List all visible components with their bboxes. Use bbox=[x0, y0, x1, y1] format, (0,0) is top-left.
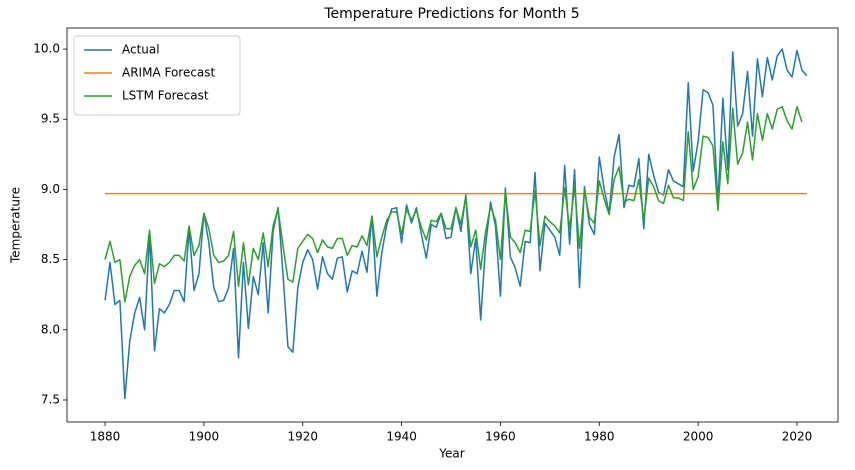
series-line bbox=[104, 105, 803, 303]
y-tick-label: 7.5 bbox=[41, 392, 60, 406]
x-tick-label: 2000 bbox=[683, 430, 714, 444]
x-tick-label: 1920 bbox=[287, 430, 318, 444]
x-tick-label: 1880 bbox=[90, 430, 121, 444]
x-tick-label: 1960 bbox=[485, 430, 516, 444]
x-tick-label: 2020 bbox=[782, 430, 813, 444]
y-tick-label: 9.0 bbox=[41, 182, 60, 196]
legend-box bbox=[73, 35, 241, 116]
y-tick-label: 10.0 bbox=[33, 42, 60, 56]
legend-label: Actual bbox=[122, 43, 160, 57]
chart-title: Temperature Predictions for Month 5 bbox=[323, 6, 579, 22]
legend-label: LSTM Forecast bbox=[122, 89, 209, 103]
y-tick-label: 8.0 bbox=[41, 322, 60, 336]
x-tick-label: 1900 bbox=[189, 430, 220, 444]
x-tick-label: 1940 bbox=[386, 430, 417, 444]
legend-label: ARIMA Forecast bbox=[122, 66, 216, 80]
plot-frame bbox=[66, 27, 839, 423]
y-axis-label: Temperature bbox=[9, 187, 23, 264]
x-axis-label: Year bbox=[438, 447, 464, 461]
x-tick-label: 1980 bbox=[584, 430, 615, 444]
y-tick-label: 8.5 bbox=[41, 252, 60, 266]
y-tick-label: 9.5 bbox=[41, 112, 60, 126]
